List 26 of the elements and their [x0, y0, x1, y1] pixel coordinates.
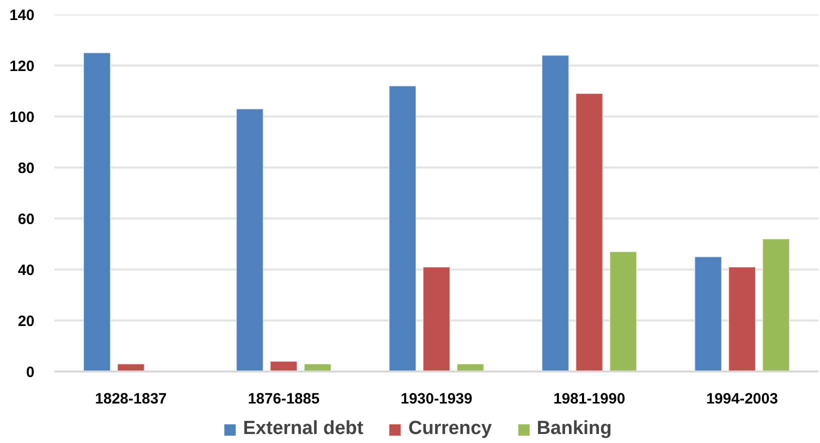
- x-tick-label: 1994-2003: [706, 390, 778, 408]
- bar: [609, 251, 638, 372]
- bar: [728, 266, 756, 372]
- bar: [422, 266, 450, 372]
- legend-label: Banking: [536, 418, 612, 440]
- bar: [762, 238, 790, 372]
- y-tick-label: 140: [9, 7, 35, 24]
- bar: [83, 52, 111, 372]
- y-tick-label: 20: [18, 313, 35, 330]
- legend-label: External debt: [243, 418, 364, 440]
- y-tick-label: 120: [9, 58, 35, 75]
- bar: [541, 54, 570, 372]
- x-tick-label: 1876-1885: [248, 390, 320, 408]
- legend-label: Currency: [408, 418, 492, 440]
- x-tick-label: 1981-1990: [553, 390, 626, 408]
- bar: [388, 85, 417, 372]
- y-tick-label: 80: [18, 160, 35, 177]
- x-tick-label: 1930-1939: [400, 390, 472, 408]
- y-tick-label: 100: [9, 109, 35, 126]
- x-tick-label: 1828-1837: [95, 390, 167, 408]
- y-tick-label: 60: [18, 211, 35, 228]
- y-tick-label: 0: [26, 364, 34, 381]
- bar: [236, 108, 264, 372]
- y-tick-label: 40: [18, 262, 35, 279]
- bar: [575, 93, 604, 372]
- bar: [694, 256, 722, 372]
